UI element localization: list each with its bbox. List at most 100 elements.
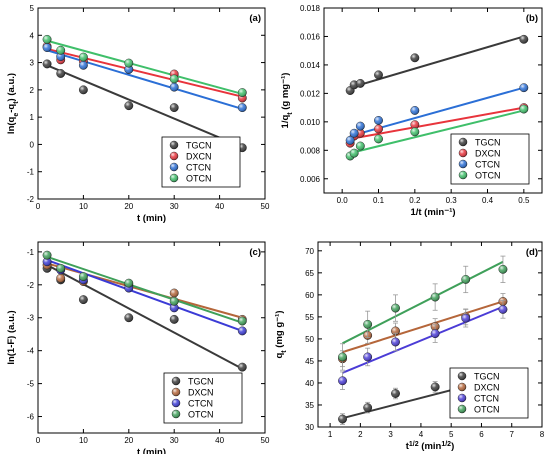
panel-c: 0 10 20 30 40 50 -6 -5 -4 -3 -2 -1 (c) t (min) ln(1-F)… — [6, 241, 270, 454]
y-tick-label: 55 — [305, 313, 314, 322]
y-axis-label: ln(1-F) (a.u.) — [6, 310, 17, 364]
panel-label: (a) — [249, 13, 261, 24]
data-point-shade — [56, 274, 65, 283]
data-point-shade — [356, 121, 365, 131]
data-point-shade — [124, 65, 133, 74]
legend-label: TGCN — [188, 377, 214, 387]
legend-marker-shade — [172, 388, 180, 396]
x-tick-label: 30 — [170, 436, 179, 445]
x-tick-label: 10 — [79, 436, 88, 445]
data-point-shade — [338, 414, 347, 424]
legend-label: DXCN — [475, 149, 501, 159]
data-point-shade — [391, 303, 400, 313]
y-tick-label: 0.012 — [300, 89, 321, 98]
y-tick-label: 45 — [305, 357, 314, 366]
data-point-shade — [345, 136, 355, 145]
data-point-shade — [430, 329, 440, 338]
y-tick-label: -2 — [27, 281, 35, 290]
data-point-shade — [170, 297, 179, 306]
data-point-shade — [356, 141, 365, 151]
y-tick-label: 2 — [30, 86, 35, 95]
y-tick-label: 0.010 — [300, 118, 321, 127]
legend-marker-shade — [459, 160, 467, 168]
legend-label: CTCN — [474, 394, 499, 404]
legend-marker-shade — [170, 141, 178, 149]
x-tick-label: 40 — [215, 202, 224, 211]
y-tick-label: 0.018 — [300, 4, 321, 13]
data-point-shade — [338, 376, 347, 385]
legend-label: TGCN — [474, 372, 500, 382]
x-tick-label: 20 — [124, 436, 133, 445]
y-tick-label: 0.014 — [300, 61, 321, 70]
y-tick-label: 40 — [305, 379, 314, 388]
fit-line — [342, 260, 504, 345]
legend-marker-shade — [172, 399, 180, 407]
legend-label: CTCN — [186, 163, 211, 173]
data-point-shade — [42, 35, 52, 44]
y-tick-label: 0 — [30, 140, 35, 149]
data-point-shade — [410, 53, 420, 63]
data-point-shade — [363, 320, 372, 329]
data-point-shade — [56, 264, 65, 273]
legend-marker-shade — [458, 394, 466, 402]
x-tick-label: 7 — [510, 430, 515, 439]
x-axis-label: t (min) — [137, 447, 166, 454]
data-point-shade — [56, 52, 65, 61]
data-point-shade — [170, 303, 179, 313]
data-point-shade — [519, 83, 529, 92]
y-tick-label: 30 — [305, 423, 314, 432]
data-point-shade — [498, 305, 508, 314]
data-point-shade — [519, 35, 529, 44]
panel-label: (b) — [526, 13, 538, 24]
legend-marker-shade — [458, 383, 466, 391]
data-point-shade — [42, 250, 52, 260]
data-point-shade — [374, 70, 383, 80]
x-axis-label: t1/2 (min1/2) — [406, 441, 455, 453]
fit-line — [46, 47, 243, 98]
fit-line — [349, 109, 525, 155]
x-tick-label: 10 — [79, 202, 88, 211]
data-point-shade — [238, 362, 247, 372]
x-tick-label: 0.1 — [373, 196, 385, 205]
data-point-shade — [498, 265, 508, 274]
data-point-shade — [391, 389, 400, 398]
data-point-shade — [356, 79, 365, 88]
y-axis-label: ln(qe-qt) (a.u.) — [6, 73, 20, 134]
data-point-shade — [410, 106, 420, 115]
y-tick-label: -1 — [27, 168, 35, 177]
legend-label: DXCN — [188, 388, 214, 398]
data-point-shade — [410, 120, 420, 129]
data-point-shade — [349, 129, 359, 138]
panel-a: 0 10 20 30 40 50 -2 -1 0 1 2 3 4 5 (a) t (min) ln(qe-qt)… — [6, 4, 270, 224]
x-axis-label: 1/t (min⁻¹) — [410, 207, 455, 218]
y-tick-label: 70 — [305, 247, 314, 256]
fit-line — [46, 49, 243, 110]
x-tick-label: 1 — [328, 430, 333, 439]
data-point-shade — [519, 104, 529, 114]
data-point-shade — [461, 314, 470, 323]
legend-marker-shade — [458, 405, 466, 413]
data-point-shade — [79, 61, 88, 70]
fit-line — [46, 255, 243, 324]
x-tick-label: 5 — [449, 430, 454, 439]
legend-marker-shade — [172, 377, 180, 385]
fit-line — [349, 106, 525, 140]
data-point-shade — [56, 69, 65, 78]
data-point-shade — [79, 85, 88, 95]
data-point-shade — [363, 352, 372, 362]
data-point-shade — [170, 103, 179, 112]
data-point-shade — [238, 316, 247, 326]
y-tick-label: 65 — [305, 269, 314, 278]
y-tick-label: 35 — [305, 401, 314, 410]
x-tick-label: 0 — [36, 202, 41, 211]
plot-frame — [323, 7, 543, 194]
x-tick-label: 30 — [170, 202, 179, 211]
x-tick-label: 0.2 — [409, 196, 421, 205]
data-point-shade — [42, 257, 52, 266]
x-axis-label: t (min) — [137, 213, 166, 224]
data-point-shade — [391, 337, 400, 347]
legend-label: DXCN — [186, 152, 212, 162]
x-tick-label: 4 — [419, 430, 424, 439]
legend-marker-shade — [170, 163, 178, 171]
legend-marker-shade — [170, 152, 178, 160]
